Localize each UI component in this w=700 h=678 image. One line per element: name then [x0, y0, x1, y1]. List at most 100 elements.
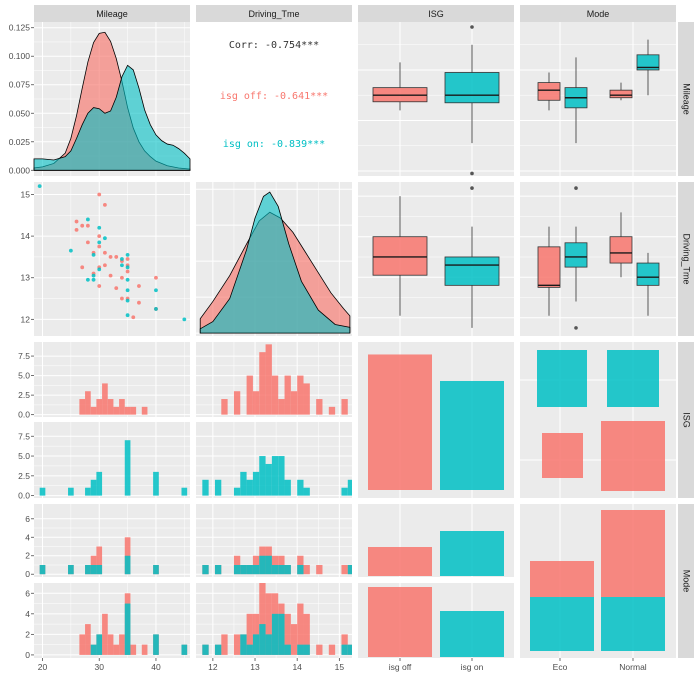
scatter-point-isg-off	[137, 284, 141, 288]
hist-bar-eco-isg-on	[214, 564, 222, 575]
y-tick-label: 14	[21, 231, 31, 241]
strip-label: ISG	[428, 9, 444, 19]
tile-normal-isg-off	[601, 421, 665, 491]
strip-label: Mode	[682, 570, 692, 593]
y-tick-label: 0	[25, 569, 30, 579]
scatter-point-isg-off	[125, 269, 130, 274]
hist-bar-normal	[130, 644, 137, 655]
hist-bar-normal-isg-on	[90, 644, 97, 655]
y-tick-label: 0.075	[9, 80, 31, 90]
strip-top	[358, 5, 514, 22]
hist-bar-eco	[271, 555, 279, 575]
strip-label: Mileage	[96, 9, 128, 19]
hist-bar-isg-off	[259, 352, 266, 415]
hist-bar-normal-isg-on	[153, 634, 159, 655]
box-body	[444, 256, 500, 286]
box-body	[609, 236, 633, 264]
scatter-point-isg-off	[103, 263, 107, 268]
y-tick-label: 0.100	[9, 51, 31, 61]
hist-bar-normal	[303, 613, 310, 655]
hist-bar-isg-on	[233, 487, 241, 496]
hist-bar-isg-on	[90, 479, 97, 496]
hist-bar-isg-on	[68, 487, 74, 496]
scatter-point-isg-off	[85, 240, 90, 245]
hist-bar-eco-isg-on	[278, 564, 285, 575]
corr-isg-off: isg off: -0.641***	[220, 91, 328, 102]
scatter-point-isg-off	[120, 296, 124, 301]
bar-eco-isg-on	[440, 531, 504, 576]
y-tick-label: 12	[21, 314, 31, 324]
hist-bar-isg-on	[240, 471, 247, 496]
scatter-point-isg-on	[97, 225, 102, 230]
tile-eco-isg-off	[542, 433, 583, 478]
panel-bg	[34, 182, 190, 336]
hist-bar-normal	[85, 624, 91, 655]
y-tick-label: 4	[25, 609, 30, 619]
hist-bar-normal	[233, 634, 241, 655]
hist-bar-normal	[284, 613, 291, 655]
hist-bar-eco-isg-on	[259, 555, 266, 575]
hist-bar-normal	[113, 644, 120, 655]
hist-bar-normal-isg-on	[271, 613, 279, 655]
hist-bar-eco	[341, 564, 348, 575]
hist-bar-eco	[297, 555, 304, 575]
hist-bar-isg-on	[341, 487, 348, 496]
hist-bar-isg-on	[284, 479, 291, 496]
hist-bar-normal-isg-on	[181, 644, 188, 655]
hist-bar-eco-isg-on	[271, 564, 279, 575]
strip-label: Driving_Tme	[248, 9, 299, 19]
hist-bar-eco-isg-on	[153, 564, 159, 575]
x-tick-label: 12	[208, 662, 218, 672]
hist-bar-isg-off	[221, 399, 228, 415]
scatter-point-isg-off	[97, 244, 102, 249]
scatter-point-isg-on	[68, 248, 73, 253]
hist-bar-isg-off	[113, 406, 120, 415]
y-tick-label: 6	[25, 514, 30, 524]
hist-bar-eco-isg-on	[252, 564, 260, 575]
hist-bar-isg-on	[214, 479, 222, 496]
hist-bar-isg-off	[124, 406, 131, 415]
hist-bar-isg-off	[85, 391, 91, 415]
hist-bar-normal-isg-on	[265, 634, 272, 655]
scatter-point-isg-on	[125, 288, 130, 293]
bar-isg-off	[368, 354, 432, 490]
density-isg-on	[199, 191, 351, 334]
x-tick-label: isg on	[461, 662, 484, 672]
box-outlier	[470, 25, 474, 29]
strip-right	[678, 182, 694, 336]
hist-bar-isg-on	[278, 456, 285, 496]
box-outlier	[470, 171, 474, 176]
tile-normal-isg-on	[607, 350, 659, 407]
bar-normal-isg-on	[440, 611, 504, 657]
x-tick-label: Eco	[553, 662, 568, 672]
hist-bar-isg-off	[278, 399, 285, 415]
hist-bar-isg-on	[271, 456, 279, 496]
box-body	[636, 262, 660, 286]
y-tick-label: 2.5	[18, 471, 30, 481]
y-tick-label: 0.125	[9, 23, 31, 33]
hist-bar-normal	[259, 583, 266, 655]
hist-bar-isg-on	[303, 487, 310, 496]
y-tick-label: 0.0	[18, 491, 30, 501]
stack-eco-isg-off	[530, 561, 594, 597]
hist-bar-normal	[141, 644, 148, 655]
scatter-point-isg-off	[97, 192, 102, 197]
y-tick-label: 15	[21, 189, 31, 199]
y-tick-label: 5.0	[18, 451, 30, 461]
hist-bar-eco-isg-on	[246, 564, 253, 575]
scatter-point-isg-off	[74, 227, 79, 232]
scatter-point-isg-on	[37, 184, 42, 189]
hist-bar-normal-isg-on	[347, 644, 352, 655]
hist-bar-isg-off	[265, 344, 272, 415]
scatter-point-isg-on	[85, 217, 90, 222]
scatter-point-isg-off	[125, 257, 130, 261]
strip-label: Mode	[587, 9, 610, 19]
x-tick-label: isg off	[389, 662, 412, 672]
strip-right	[678, 342, 694, 498]
hist-bar-normal-isg-on	[96, 634, 103, 655]
x-tick-label: 40	[151, 662, 161, 672]
strip-top	[34, 5, 190, 22]
hist-bar-eco-isg-on	[347, 564, 352, 575]
stack-normal-isg-off	[601, 510, 665, 597]
strip-right	[678, 504, 694, 658]
